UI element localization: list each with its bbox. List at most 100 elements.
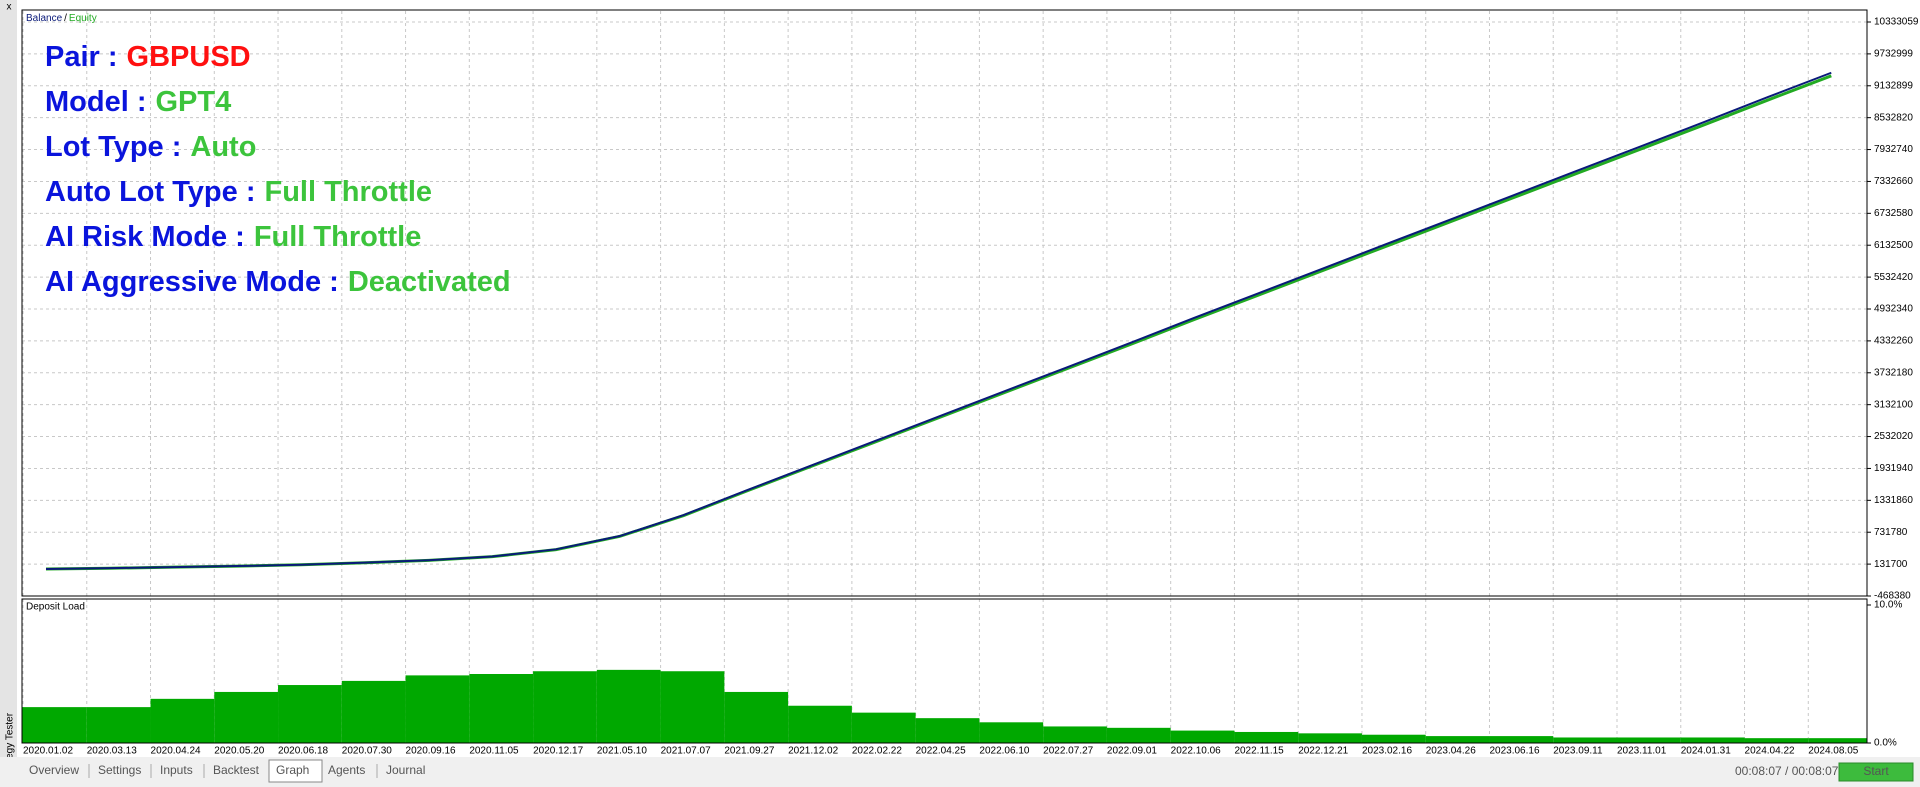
bar: [724, 691, 789, 743]
bar: [1808, 738, 1867, 743]
y-tick-label: 7932740: [1874, 144, 1913, 155]
elapsed-time: 00:08:07 / 00:08:07: [1735, 764, 1839, 778]
x-tick-label: 2022.06.10: [979, 746, 1029, 757]
tab[interactable]: Journal: [386, 763, 425, 777]
y-tick-label: 10.0%: [1874, 600, 1902, 611]
tab[interactable]: Graph: [276, 763, 309, 777]
annotation: AI Risk Mode : Full Throttle: [45, 221, 421, 253]
tab[interactable]: Inputs: [160, 763, 193, 777]
active-tab: [268, 759, 323, 783]
annotation-label: AI Risk Mode :: [45, 221, 245, 253]
annotation-value: GPT4: [156, 86, 232, 118]
annotation: AI Aggressive Mode : Deactivated: [45, 266, 511, 298]
annotation-value: Full Throttle: [254, 221, 422, 253]
x-tick-label: 2020.03.13: [87, 746, 137, 757]
series-line: [45, 71, 1832, 570]
bar: [596, 669, 661, 743]
annotation-label: Model :: [45, 86, 147, 118]
y-tick-label: 8532820: [1874, 112, 1913, 123]
x-tick-label: 2023.02.16: [1362, 746, 1412, 757]
annotation-label: Auto Lot Type :: [45, 176, 255, 208]
bar: [1425, 736, 1490, 743]
y-tick-label: 1931940: [1874, 463, 1913, 474]
x-tick-label: 2020.01.02: [23, 746, 73, 757]
y-tick-label: 131700: [1874, 559, 1908, 570]
x-tick-label: 2022.10.06: [1171, 746, 1221, 757]
bar: [469, 674, 534, 743]
close-button[interactable]: x: [7, 2, 12, 13]
tab[interactable]: Backtest: [213, 763, 260, 777]
x-tick-label: 2024.08.05: [1808, 746, 1858, 757]
y-tick-label: 731780: [1874, 527, 1908, 538]
y-tick-label: 9732999: [1874, 49, 1913, 60]
annotation: Model : GPT4: [45, 86, 231, 118]
x-tick-label: 2020.07.30: [342, 746, 392, 757]
bar: [1744, 738, 1809, 743]
background: [0, 0, 1920, 757]
x-tick-label: 2022.11.15: [1234, 746, 1284, 757]
tab[interactable]: Agents: [328, 763, 365, 777]
x-tick-label: 2022.07.27: [1043, 746, 1093, 757]
y-tick-label: -468380: [1874, 591, 1911, 602]
x-tick-label: 2023.09.11: [1553, 746, 1603, 757]
bar: [150, 698, 215, 743]
y-tick-label: 2532020: [1874, 431, 1913, 442]
x-tick-label: 2022.09.01: [1107, 746, 1157, 757]
legend-entry: Balance: [26, 13, 63, 24]
bar: [1298, 733, 1362, 743]
x-tick-label: 2021.07.07: [661, 746, 711, 757]
y-tick-label: 4332260: [1874, 336, 1913, 347]
annotation-label: AI Aggressive Mode :: [45, 266, 339, 298]
annotation-value: Full Throttle: [264, 176, 432, 208]
bar: [1680, 737, 1745, 743]
annotation-value: GBPUSD: [127, 41, 251, 73]
x-tick-label: 2020.04.24: [151, 746, 201, 757]
y-tick-label: 4932340: [1874, 304, 1913, 315]
bar: [915, 718, 980, 743]
x-tick-label: 2020.05.20: [214, 746, 264, 757]
x-tick-label: 2020.11.05: [469, 746, 519, 757]
x-tick-label: 2024.01.31: [1681, 746, 1731, 757]
x-tick-label: 2021.12.02: [788, 746, 838, 757]
tab[interactable]: Overview: [29, 763, 79, 777]
annotation-value: Auto: [190, 131, 256, 163]
bar: [1489, 736, 1554, 743]
x-tick-label: 2022.02.22: [852, 746, 902, 757]
x-tick-label: 2022.04.25: [916, 746, 966, 757]
y-tick-label: 3132100: [1874, 399, 1913, 410]
legend-entry: Equity: [69, 13, 97, 24]
bar: [979, 722, 1044, 743]
annotation: Auto Lot Type : Full Throttle: [45, 176, 432, 208]
y-tick-label: 3732180: [1874, 367, 1913, 378]
tab[interactable]: Settings: [98, 763, 141, 777]
bar: [278, 685, 342, 743]
bar: [1553, 737, 1617, 743]
y-tick-label: 1331860: [1874, 495, 1913, 506]
y-tick-label: 7332660: [1874, 176, 1913, 187]
chart-frame: [21, 598, 1868, 744]
y-tick-label: 6732580: [1874, 208, 1913, 219]
x-tick-label: 2024.04.22: [1745, 746, 1795, 757]
annotation-label: Pair :: [45, 41, 118, 73]
x-tick-label: 2020.12.17: [533, 746, 583, 757]
start-button[interactable]: [1838, 762, 1914, 782]
bar: [1361, 734, 1426, 743]
bar: [214, 691, 279, 743]
annotation: Pair : GBPUSD: [45, 41, 251, 73]
y-tick-label: 0.0%: [1874, 738, 1897, 749]
legend-separator: /: [64, 13, 67, 24]
x-tick-label: 2023.04.26: [1426, 746, 1476, 757]
bar: [22, 707, 87, 743]
annotation-value: Deactivated: [348, 266, 511, 298]
y-tick-label: 9132899: [1874, 80, 1913, 91]
start-button-label[interactable]: Start: [1863, 764, 1889, 778]
legend: Balance / Equity: [26, 13, 97, 24]
chart-title: Deposit Load: [26, 602, 85, 613]
bar: [1170, 730, 1235, 743]
bar: [1043, 726, 1107, 743]
x-tick-label: 2020.09.16: [406, 746, 456, 757]
bar: [851, 712, 916, 743]
bar: [1106, 727, 1171, 743]
x-tick-label: 2023.11.01: [1617, 746, 1667, 757]
